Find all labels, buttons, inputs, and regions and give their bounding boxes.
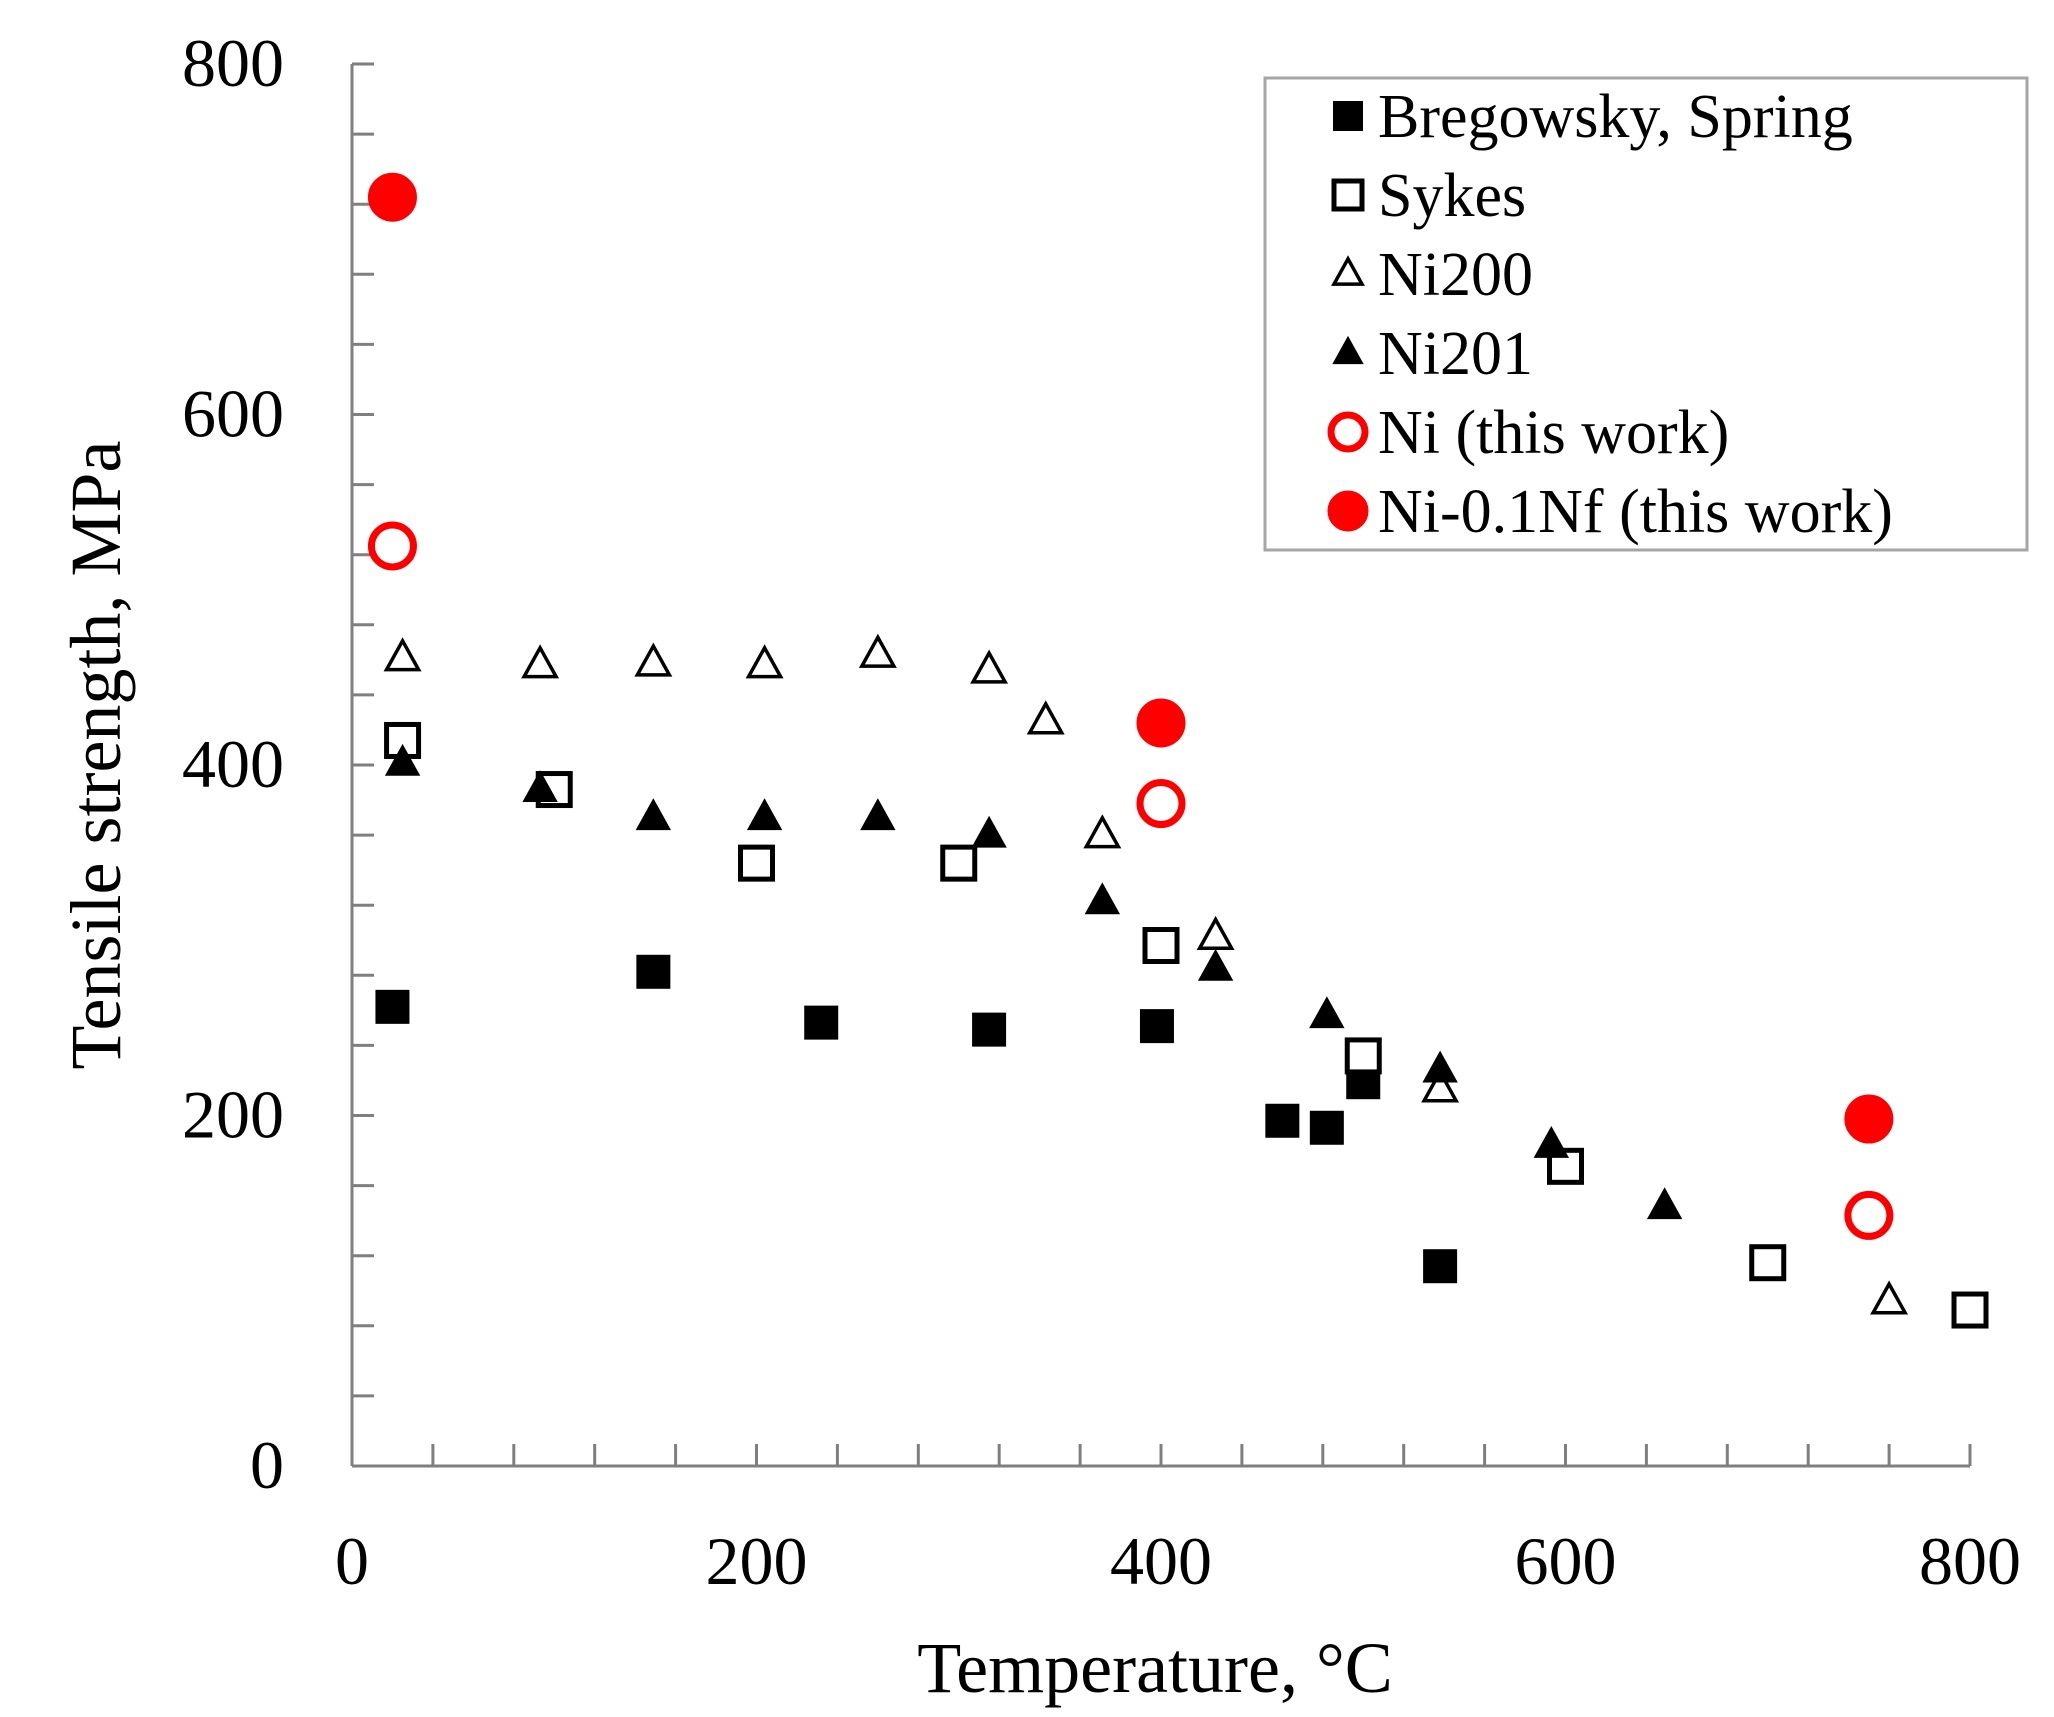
data-point: [1026, 700, 1065, 735]
legend-entry: Ni (this work): [1327, 399, 1729, 467]
x-tick-label: 0: [335, 1523, 369, 1599]
y-tick-label: 600: [182, 376, 284, 452]
legend-label: Ni201: [1378, 320, 1533, 388]
data-point: [1197, 948, 1234, 981]
legend-marker: [1331, 255, 1365, 286]
series-3: [383, 633, 1909, 1315]
legend-marker: [1333, 101, 1363, 131]
x-axis-title: Temperature, °C: [917, 1628, 1393, 1708]
x-tick-label: 800: [1919, 1523, 2021, 1599]
data-point: [1136, 698, 1186, 748]
legend-entry: Bregowsky, Spring: [1333, 83, 1853, 151]
series-5: [367, 521, 1894, 1240]
data-point: [1423, 1249, 1458, 1284]
data-point: [971, 815, 1007, 848]
legend-label: Bregowsky, Spring: [1378, 83, 1853, 151]
y-tick-label: 200: [182, 1077, 284, 1153]
series-6: [367, 172, 1894, 1144]
data-point: [1422, 1050, 1458, 1083]
series-1: [375, 954, 1458, 1284]
x-tick-label: 600: [1515, 1523, 1617, 1599]
data-point: [860, 798, 896, 831]
data-point: [1344, 1037, 1382, 1075]
series-4: [384, 743, 1683, 1220]
data-point: [1084, 882, 1121, 915]
data-point: [1136, 779, 1186, 829]
legend-marker: [1332, 335, 1364, 365]
data-point: [1142, 927, 1180, 965]
x-tick-label: 400: [1110, 1523, 1212, 1599]
legend-entry: Ni-0.1Nf (this work): [1327, 478, 1893, 546]
data-point: [635, 798, 672, 831]
data-point: [1951, 1291, 1989, 1329]
data-point: [1265, 1103, 1300, 1138]
data-point: [383, 637, 422, 672]
data-point: [1139, 1009, 1174, 1044]
data-point: [384, 743, 421, 776]
x-tick-labels: 0 200 400 600 800: [335, 1523, 2021, 1599]
data-point: [1646, 1187, 1683, 1220]
data-point: [745, 644, 784, 679]
x-tick-label: 200: [706, 1523, 808, 1599]
data-point: [1421, 1068, 1460, 1103]
data-point: [1309, 996, 1345, 1029]
data-point: [1533, 1125, 1570, 1158]
data-points: [367, 172, 1989, 1329]
data-point: [1844, 1094, 1894, 1144]
data-point: [972, 1012, 1007, 1047]
legend-marker: [1331, 178, 1365, 212]
y-tick-label: 800: [182, 25, 284, 101]
data-point: [375, 989, 410, 1024]
legend-marker: [1327, 490, 1369, 532]
data-point: [1844, 1190, 1894, 1240]
data-point: [746, 798, 783, 831]
data-point: [367, 521, 417, 571]
data-point: [1870, 1280, 1909, 1315]
data-point: [522, 770, 558, 803]
legend-label: Sykes: [1378, 162, 1526, 230]
data-point: [940, 844, 978, 882]
data-point: [738, 844, 775, 882]
series-2: [384, 721, 1989, 1329]
y-tick-label: 400: [182, 726, 284, 802]
y-tick-label: 0: [250, 1427, 284, 1503]
axes: [350, 62, 1972, 1468]
data-point: [858, 633, 897, 668]
legend-entry: Ni201: [1332, 320, 1533, 388]
legend-entry: Sykes: [1331, 162, 1526, 230]
data-point: [367, 172, 417, 222]
data-point: [636, 954, 671, 989]
data-point: [634, 642, 673, 677]
data-point: [1083, 814, 1122, 849]
legend-entry: Ni200: [1331, 241, 1533, 309]
legend-label: Ni200: [1378, 241, 1533, 309]
legend-label: Ni-0.1Nf (this work): [1378, 478, 1893, 546]
y-tick-labels: 0 200 400 600 800: [182, 25, 284, 1503]
legend: Bregowsky, Spring Sykes Ni200 Ni201 Ni (this…: [1263, 76, 2029, 552]
data-point: [521, 644, 560, 679]
y-axis-title: Tensile strength, MPa: [56, 441, 136, 1070]
legend-marker: [1327, 411, 1369, 453]
legend-label: Ni (this work): [1378, 399, 1729, 467]
data-point: [1309, 1110, 1344, 1145]
data-point: [1749, 1244, 1787, 1282]
data-point: [804, 1005, 839, 1040]
legend-box: [1263, 76, 2029, 552]
data-point: [1196, 915, 1235, 951]
data-point: [970, 649, 1009, 684]
